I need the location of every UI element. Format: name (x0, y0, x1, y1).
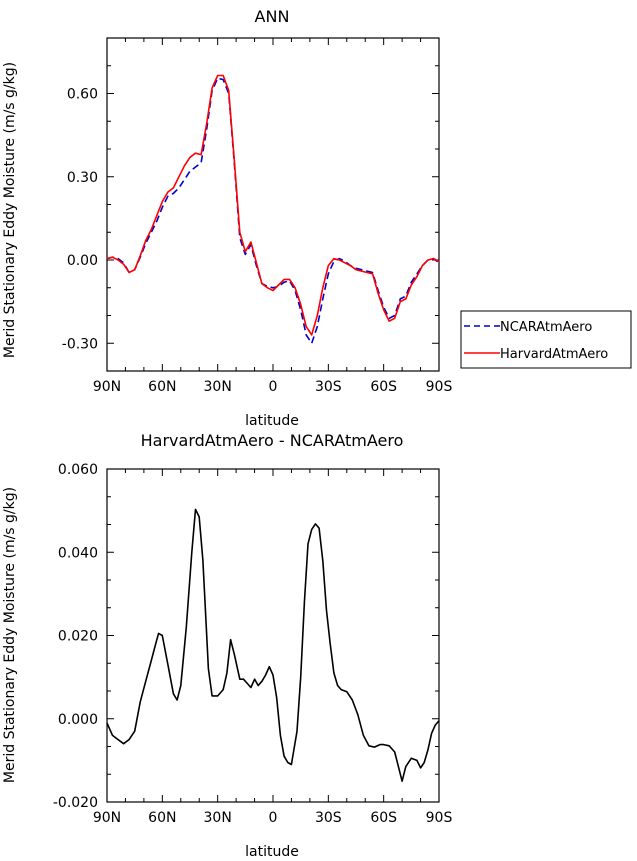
top-xtick-label: 30N (204, 379, 232, 395)
top-xtick-label: 60N (148, 379, 176, 395)
top-ytick-label: 0.60 (67, 87, 98, 103)
top-ytick-label: 0.00 (67, 253, 98, 269)
top-xtick-label: 30S (315, 379, 342, 395)
top-x-axis-label: latitude (245, 413, 299, 429)
bottom-xtick-label: 60N (148, 810, 176, 826)
top-chart-title: ANN (255, 7, 290, 26)
top-xtick-label: 60S (370, 379, 397, 395)
bottom-xtick-label: 30N (204, 810, 232, 826)
top-series-harvardatmaero (106, 74, 440, 336)
bottom-xtick-label: 0 (269, 810, 278, 826)
bottom-y-axis-label: Merid Stationary Eddy Moisture (m/s g/kg… (2, 487, 18, 783)
bottom-ytick-label: 0.020 (58, 629, 98, 645)
top-ytick-label: -0.30 (62, 336, 98, 352)
legend-label-harvard: HarvardAtmAero (500, 347, 608, 362)
bottom-xtick-label: 90N (93, 810, 121, 826)
bottom-chart-title: HarvardAtmAero - NCARAtmAero (141, 431, 404, 450)
top-series-ncaratmaero (106, 77, 440, 345)
top-xtick-label: 0 (269, 379, 278, 395)
bottom-plot-frame (106, 468, 440, 803)
top-y-axis-label: Merid Stationary Eddy Moisture (m/s g/kg… (2, 62, 18, 358)
bottom-x-axis-label: latitude (245, 844, 299, 860)
bottom-xtick-label: 30S (315, 810, 342, 826)
top-series-lines (106, 74, 440, 345)
bottom-ytick-label: 0.000 (58, 712, 98, 728)
top-xtick-label: 90S (426, 379, 453, 395)
bottom-xtick-label: 60S (370, 810, 397, 826)
legend: NCARAtmAero HarvardAtmAero (460, 310, 632, 369)
legend-label-ncar: NCARAtmAero (500, 320, 592, 335)
bottom-ytick-label: -0.020 (53, 795, 98, 811)
legend-box (460, 310, 632, 369)
bottom-series-lines (106, 508, 440, 783)
bottom-ytick-label: 0.040 (58, 545, 98, 561)
bottom-ytick-label: 0.060 (58, 462, 98, 478)
top-ytick-label: 0.30 (67, 170, 98, 186)
bottom-series-0 (106, 508, 440, 783)
top-axis-ticks: 90N 60N 30N 0 30S 60S 90S -0.30 0.00 0.30 0.60 (62, 37, 453, 395)
bottom-xtick-label: 90S (426, 810, 453, 826)
top-xtick-label: 90N (93, 379, 121, 395)
bottom-axis-ticks: 90N 60N 30N 0 30S 60S 90S -0.020 0.000 0.020 0.040… (53, 462, 453, 826)
